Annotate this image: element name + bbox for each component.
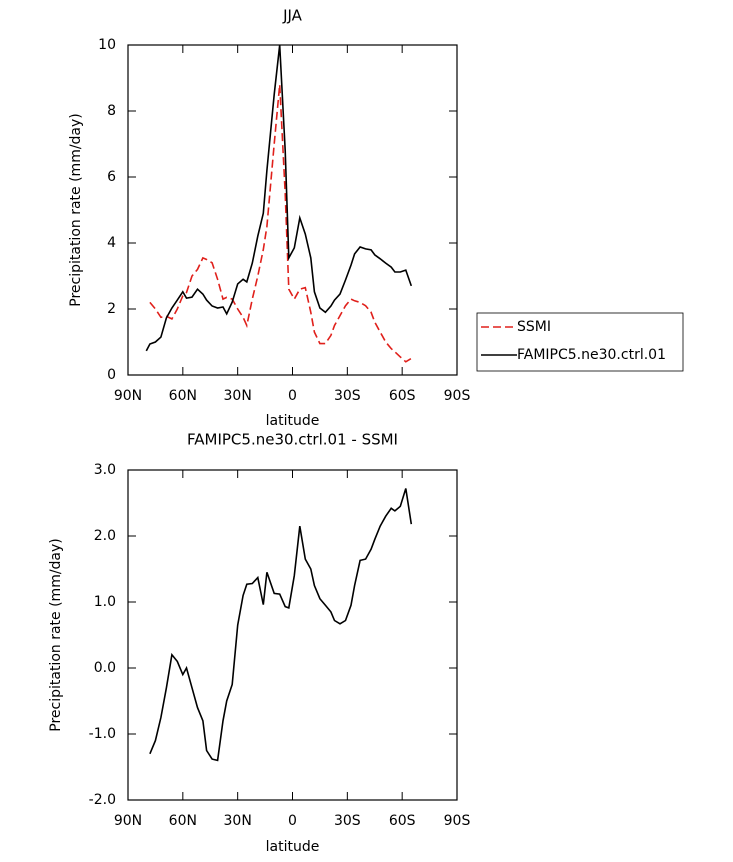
x-tick-label: 0 (288, 388, 297, 404)
x-tick-label: 60N (169, 813, 197, 829)
x-tick-label: 60N (169, 388, 197, 404)
y-tick-label: -2.0 (89, 792, 116, 808)
y-tick-label: 0.0 (94, 660, 116, 676)
data-line (149, 488, 413, 762)
y-tick-label: 4 (107, 235, 116, 251)
y-tick-label: 0 (107, 367, 116, 383)
y-tick-label: 10 (98, 37, 116, 53)
x-tick-label: 90N (114, 388, 142, 404)
x-tick-label: 90S (444, 388, 471, 404)
y-tick-label: 3.0 (94, 462, 116, 478)
x-tick-label: 30S (334, 388, 361, 404)
y-tick-label: -1.0 (89, 726, 116, 742)
data-line (149, 84, 412, 363)
y-tick-label: 1.0 (94, 594, 116, 610)
x-axis-label: latitude (266, 413, 320, 429)
x-tick-label: 30N (224, 388, 252, 404)
legend-label: SSMI (517, 319, 551, 335)
x-axis-label: latitude (266, 839, 320, 855)
chart-title: JJA (282, 7, 303, 25)
x-tick-label: 30N (224, 813, 252, 829)
x-tick-label: 60S (389, 813, 416, 829)
chart-title: FAMIPC5.ne30.ctrl.01 - SSMI (187, 431, 398, 449)
x-tick-label: 90N (114, 813, 142, 829)
y-axis-label: Precipitation rate (mm/day) (48, 538, 64, 732)
y-tick-label: 8 (107, 103, 116, 119)
legend-box (476, 312, 684, 372)
x-tick-label: 90S (444, 813, 471, 829)
y-tick-label: 6 (107, 169, 116, 185)
plot-frame (127, 469, 458, 801)
x-tick-label: 30S (334, 813, 361, 829)
data-line (145, 44, 413, 352)
y-tick-label: 2 (107, 301, 116, 317)
legend-label: FAMIPC5.ne30.ctrl.01 (517, 347, 666, 363)
y-axis-label: Precipitation rate (mm/day) (68, 113, 84, 307)
plot-frame (127, 44, 458, 376)
x-tick-label: 60S (389, 388, 416, 404)
y-tick-label: 2.0 (94, 528, 116, 544)
x-tick-label: 0 (288, 813, 297, 829)
